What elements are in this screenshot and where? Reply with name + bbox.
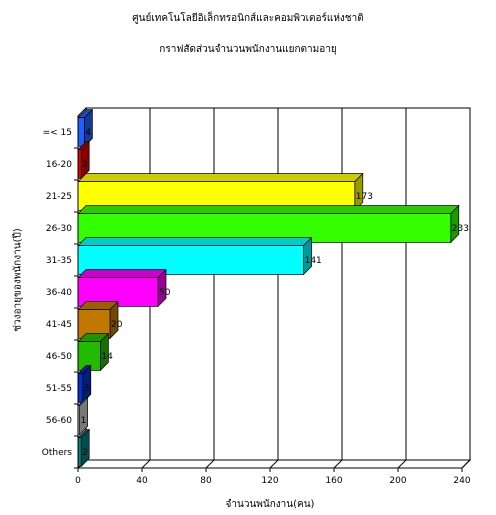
chart-title: ศูนย์เทคโนโลยีอิเล็กทรอนิกส์และคอมพิวเตอ… (132, 13, 364, 24)
data-label: 141 (305, 256, 322, 266)
category-label: 36-40 (46, 288, 72, 298)
x-tick-label: 80 (200, 476, 212, 486)
data-label: 50 (159, 288, 171, 298)
category-label: 41-45 (46, 320, 72, 330)
data-label: 1 (81, 416, 87, 426)
bar-top (77, 269, 167, 278)
x-tick-label: 40 (136, 476, 148, 486)
bar-top (77, 237, 313, 246)
bar (77, 117, 85, 147)
x-axis-label: จำนวนพนักงาน(คน) (225, 499, 315, 510)
data-label: 14 (101, 352, 113, 362)
data-label: 3 (84, 384, 90, 394)
x-tick-label: 160 (325, 476, 342, 486)
x-tick-label: 0 (75, 476, 81, 486)
data-label: 173 (356, 192, 373, 202)
category-label: 46-50 (46, 352, 72, 362)
data-label: 4 (85, 128, 91, 138)
y-axis-label: ช่วงอายุของพนักงาน(ปี) (12, 228, 24, 332)
y-axis-label-wrap: ช่วงอายุของพนักงาน(ปี) (4, 100, 32, 460)
bar-top (77, 173, 364, 182)
floor-line (141, 459, 151, 469)
x-tick-label: 120 (261, 476, 278, 486)
category-label: =< 15 (43, 128, 72, 138)
x-tick-label: 240 (453, 476, 470, 486)
category-label: 21-25 (46, 192, 72, 202)
data-label: 2 (82, 448, 88, 458)
floor-line (397, 459, 407, 469)
bar-top (77, 205, 460, 214)
data-label: 233 (452, 224, 469, 234)
floor-line (333, 459, 343, 469)
data-label: 2 (82, 160, 88, 170)
category-label: 26-30 (46, 224, 72, 234)
data-label: 20 (111, 320, 123, 330)
category-label: 31-35 (46, 256, 72, 266)
category-label: 56-60 (46, 416, 72, 426)
category-label: 16-20 (46, 160, 72, 170)
floor-line (205, 459, 215, 469)
chart-subtitle: กราฟสัดส่วนจำนวนพนักงานแยกตามอายุ (159, 44, 337, 55)
category-label: 51-55 (46, 384, 72, 394)
category-label: Others (42, 448, 73, 458)
x-tick-label: 200 (389, 476, 406, 486)
bar (77, 373, 84, 403)
floor-line (269, 459, 279, 469)
